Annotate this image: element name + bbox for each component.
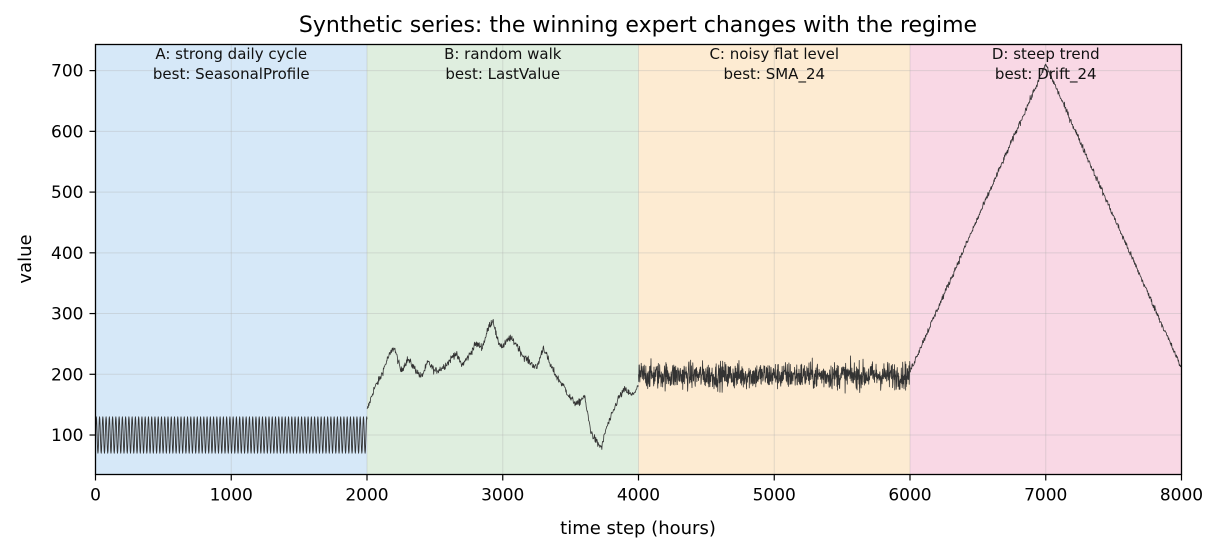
region-band-0	[95, 44, 367, 475]
y-tick-label-5: 600	[51, 122, 83, 142]
y-tick-label-0: 100	[51, 426, 83, 446]
y-axis: 100 200 300 400 500 600 700	[51, 62, 96, 446]
y-tick-label-3: 400	[51, 244, 83, 264]
x-tick-label-2: 2000	[345, 486, 388, 506]
x-tick-label-0: 0	[90, 486, 101, 506]
x-tick-label-7: 7000	[1024, 486, 1067, 506]
y-tick-label-1: 200	[51, 365, 83, 385]
series-line-C	[638, 355, 911, 394]
region-label-best-1: best: LastValue	[445, 65, 560, 83]
chart-title: Synthetic series: the winning expert cha…	[299, 13, 977, 38]
x-tick-label-4: 4000	[617, 486, 660, 506]
series-layer	[95, 63, 1182, 454]
regions-layer	[95, 44, 1182, 475]
region-band-2	[638, 44, 910, 475]
y-tick-label-6: 700	[51, 62, 83, 82]
region-label-title-2: C: noisy flat level	[709, 45, 839, 63]
series-line-A	[95, 416, 368, 454]
region-band-1	[367, 44, 639, 475]
x-tick-label-3: 3000	[481, 486, 524, 506]
series-line-D	[909, 63, 1182, 373]
y-tick-label-4: 500	[51, 183, 83, 203]
x-tick-label-6: 6000	[888, 486, 931, 506]
region-label-title-1: B: random walk	[444, 45, 562, 63]
x-tick-label-8: 8000	[1160, 486, 1203, 506]
y-axis-label: value	[15, 234, 36, 283]
region-label-title-0: A: strong daily cycle	[155, 45, 307, 63]
series-line-B	[366, 319, 639, 450]
region-label-best-0: best: SeasonalProfile	[153, 65, 310, 83]
x-tick-label-5: 5000	[753, 486, 796, 506]
y-tick-label-2: 300	[51, 305, 83, 325]
region-band-3	[910, 44, 1182, 475]
region-label-best-3: best: Drift_24	[995, 65, 1097, 84]
x-tick-label-1: 1000	[210, 486, 253, 506]
region-label-title-3: D: steep trend	[992, 45, 1100, 63]
x-axis-label: time step (hours)	[560, 518, 716, 539]
region-label-best-2: best: SMA_24	[723, 65, 825, 84]
x-axis: 0 1000 2000 3000 4000 5000 6000 7000 8000	[90, 474, 1203, 506]
region-labels-layer: A: strong daily cycle best: SeasonalProfi…	[153, 45, 1100, 84]
